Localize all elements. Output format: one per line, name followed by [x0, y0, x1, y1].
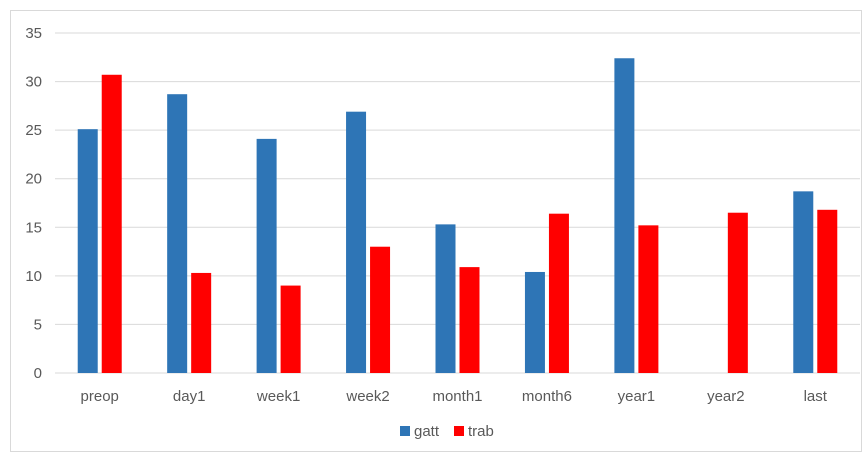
x-tick-label: preop — [81, 388, 119, 405]
bar-gatt-last — [793, 191, 814, 373]
gridlines — [55, 32, 860, 374]
x-tick-label: day1 — [173, 388, 206, 405]
y-tick-label: 0 — [34, 365, 42, 382]
bar-gatt-day1 — [167, 94, 188, 373]
bar-gatt-month1 — [435, 224, 456, 373]
bar-gatt-preop — [77, 129, 98, 373]
bar-gatt-week1 — [256, 138, 277, 373]
y-tick-label: 5 — [34, 316, 42, 333]
x-tick-label: last — [804, 388, 828, 405]
bar-gatt-year1 — [614, 58, 635, 373]
legend-label-gatt: gatt — [414, 423, 440, 440]
bar-trab-last — [817, 209, 838, 373]
bar-trab-year1 — [638, 225, 659, 373]
y-tick-label: 30 — [25, 74, 42, 91]
bar-trab-month6 — [548, 213, 569, 373]
x-tick-label: month6 — [522, 388, 572, 405]
bar-trab-preop — [101, 74, 122, 374]
y-tick-label: 20 — [25, 171, 42, 188]
y-tick-label: 25 — [25, 122, 42, 139]
bar-trab-month1 — [459, 267, 480, 373]
x-tick-label: month1 — [432, 388, 482, 405]
x-axis-ticks: preop day1 week1 week2 month1 month6 year1 year… — [81, 388, 828, 405]
bar-trab-week2 — [370, 246, 391, 373]
bar-gatt-month6 — [524, 271, 545, 373]
x-tick-label: year2 — [707, 388, 745, 405]
x-tick-label: year1 — [618, 388, 656, 405]
y-tick-label: 15 — [25, 219, 42, 236]
x-tick-label: week1 — [256, 388, 300, 405]
bar-gatt-week2 — [346, 111, 367, 373]
legend: gatt trab — [400, 423, 494, 440]
bar-trab-day1 — [191, 272, 212, 373]
legend-label-trab: trab — [468, 423, 494, 440]
bars — [77, 58, 838, 374]
legend-swatch-gatt — [400, 426, 410, 436]
bar-trab-week1 — [280, 285, 301, 373]
x-tick-label: week2 — [345, 388, 389, 405]
bar-trab-year2 — [727, 212, 748, 373]
y-tick-label: 35 — [25, 25, 42, 42]
y-axis-ticks: 0 5 10 15 20 25 30 35 — [25, 25, 42, 382]
y-tick-label: 10 — [25, 268, 42, 285]
legend-swatch-trab — [454, 426, 464, 436]
